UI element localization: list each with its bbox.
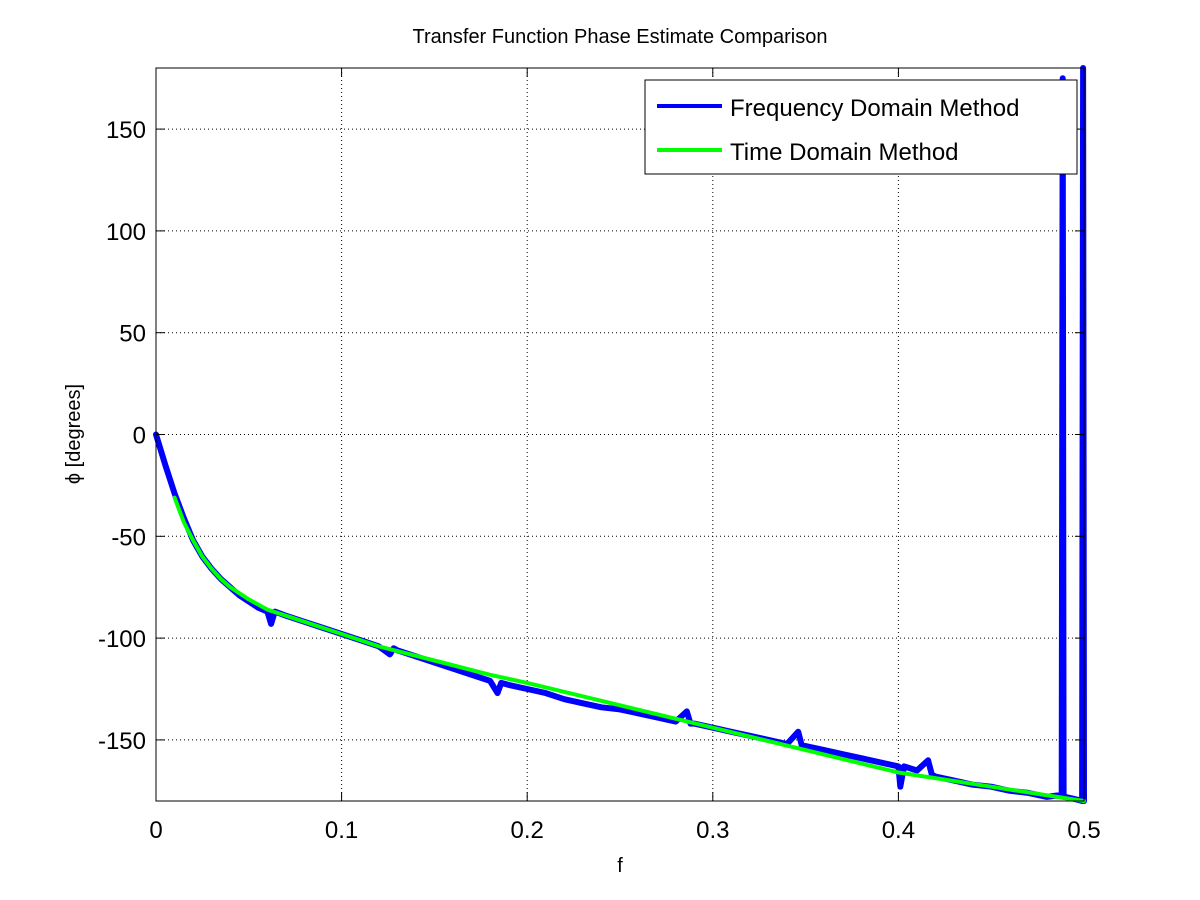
y-tick-label: -100 [98, 626, 146, 653]
x-tick-label: 0.5 [1067, 817, 1100, 844]
x-tick-label: 0.3 [696, 817, 729, 844]
y-tick-label: 50 [119, 321, 146, 348]
y-axis-label: ϕ [degrees] [63, 384, 85, 484]
tick-marks [155, 68, 1085, 801]
x-tick-label: 0.2 [511, 817, 544, 844]
chart-title: Transfer Function Phase Estimate Compari… [413, 26, 828, 48]
y-tick-label: -50 [111, 524, 146, 551]
grid [155, 68, 1085, 801]
x-tick-label: 0.4 [882, 817, 915, 844]
x-axis-label: f [617, 855, 623, 877]
series-layer [153, 65, 1087, 804]
y-tick-label: -150 [98, 728, 146, 755]
y-tick-labels: -150 -100 -50 0 50 100 150 [98, 117, 146, 755]
legend-box [644, 79, 1078, 175]
legend-label-frequency: Frequency Domain Method [730, 95, 1019, 122]
series-line-time-domain [172, 495, 1086, 803]
x-tick-labels: 0 0.1 0.2 0.3 0.4 0.5 [149, 817, 1100, 844]
x-tick-label: 0.1 [325, 817, 358, 844]
x-tick-label: 0 [149, 817, 162, 844]
legend-label-time: Time Domain Method [730, 139, 959, 166]
y-tick-label: 150 [106, 117, 146, 144]
legend: Frequency Domain Method Time Domain Meth… [644, 79, 1078, 175]
y-tick-label: 100 [106, 219, 146, 246]
y-tick-label: 0 [133, 423, 146, 450]
